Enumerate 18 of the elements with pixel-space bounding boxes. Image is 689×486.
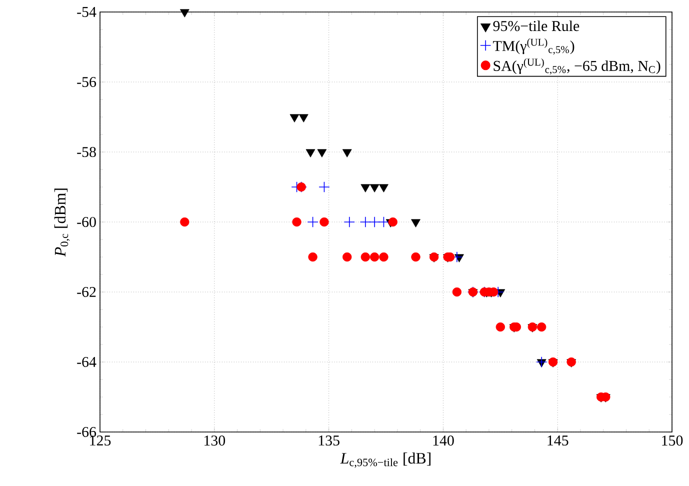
x-tick-label: 145 [548,436,568,446]
x-tick-label: 150 [662,436,683,446]
y-axis-title: P$_{0,c}$ [dBm] [54,188,70,257]
legend-label: SA(γ$^{(UL)}$$_{c,5%}$, −65 dBm, N$_{C}$) [494,58,660,75]
legend-label: 95%−tile Rule [493,20,580,32]
legend-label: TM(γ$^{(UL)}$$_{c,5%}$) [493,38,574,55]
y-tick-label: -60 [77,216,96,228]
y-tick-label: -56 [77,76,96,88]
y-tick-label: -62 [77,286,96,298]
y-tick-label: -54 [77,7,96,17]
x-tick-label: 130 [204,436,226,446]
y-tick-label: -64 [77,356,96,368]
x-tick-label: 135 [318,436,340,446]
x-tick-label: 140 [433,436,454,446]
x-tick-label: 125 [90,436,111,446]
x-axis-title: L$_{c,95%−tile}$ [dB] [340,452,430,468]
y-tick-label: -58 [77,146,96,158]
y-tick-label: -66 [77,426,96,438]
